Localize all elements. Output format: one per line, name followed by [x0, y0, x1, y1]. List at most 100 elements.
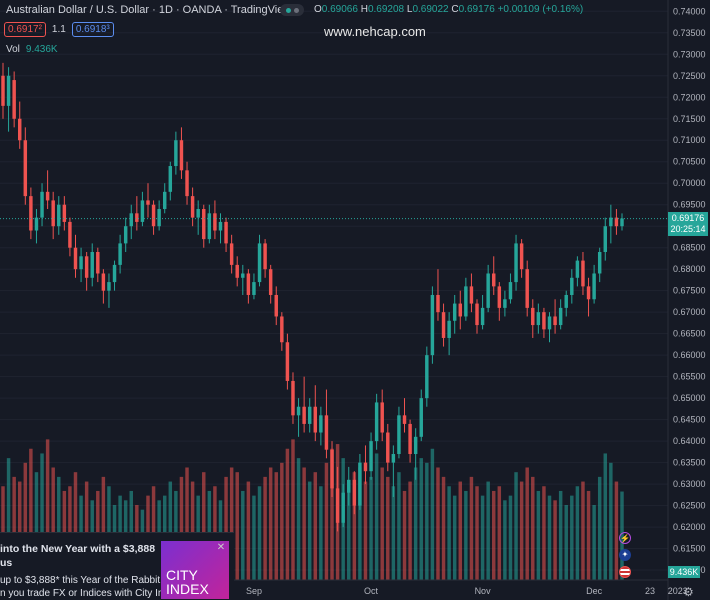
volume-bar: [480, 495, 485, 580]
candle-body: [101, 273, 106, 291]
volume-bar: [358, 467, 362, 580]
market-status-indicator[interactable]: [280, 4, 304, 16]
volume-bar: [452, 495, 457, 580]
candle-body: [207, 213, 212, 240]
candle-body: [503, 299, 507, 308]
candle-body: [620, 218, 624, 227]
close-key: C: [451, 4, 459, 15]
us-flag-icon[interactable]: [619, 566, 631, 578]
volume-legend[interactable]: Vol 9.436K: [6, 44, 58, 55]
city-index-logo[interactable]: CITY INDEX: [161, 541, 229, 599]
candle-body: [51, 200, 55, 227]
candle-body: [129, 213, 133, 227]
price-tick-label: 0.71500: [673, 114, 706, 124]
volume-bar: [592, 505, 596, 580]
candle-body: [319, 415, 323, 433]
volume-bar: [581, 481, 585, 580]
price-tick-label: 0.70000: [673, 178, 706, 188]
volume-bar: [285, 448, 290, 580]
candle-body: [413, 436, 418, 455]
candle-body: [185, 170, 189, 197]
time-tick-label: Nov: [475, 586, 492, 596]
volume-bar: [441, 476, 446, 580]
volume-bar: [425, 462, 429, 580]
candle-body: [107, 282, 111, 291]
symbol-title[interactable]: Australian Dollar / U.S. Dollar · 1D · O…: [6, 4, 292, 16]
volume-bar: [202, 472, 206, 580]
candle-body: [213, 213, 217, 231]
last-price-value: 0.69176: [671, 212, 705, 223]
candle-body: [218, 221, 223, 231]
change-value: +0.00109 (+0.16%): [497, 4, 584, 15]
candle-body: [241, 273, 245, 278]
price-tick-label: 0.69500: [673, 200, 706, 210]
candle-body: [609, 217, 613, 227]
volume-bar: [547, 495, 552, 580]
candle-body: [592, 273, 596, 300]
candle-body: [62, 204, 67, 222]
volume-bar: [73, 472, 78, 580]
volume-bar: [503, 500, 507, 580]
candle-body: [307, 406, 312, 424]
price-tick-label: 0.62500: [673, 501, 706, 511]
candle-body: [525, 269, 529, 308]
last-price-tag: 0.69176 20:25:14: [668, 211, 708, 236]
candle-body: [6, 75, 11, 106]
candle-body: [12, 80, 16, 119]
logo-line-2: INDEX: [166, 581, 209, 597]
candle-body: [151, 204, 156, 227]
candle-body: [536, 312, 541, 326]
candle-body: [374, 402, 379, 442]
lightning-icon[interactable]: ⚡: [619, 532, 631, 544]
candle-body: [313, 406, 318, 433]
volume-bar: [419, 458, 423, 580]
candle-body: [347, 479, 351, 493]
candlestick-series: [1, 62, 624, 532]
volume-bar: [313, 472, 318, 580]
price-tick-label: 0.74000: [673, 6, 706, 16]
candle-body: [73, 247, 78, 270]
volume-bar: [307, 481, 312, 580]
volume-bar: [536, 490, 541, 580]
candle-body: [84, 256, 89, 278]
quote-panel: 0.6917² 1.1 0.6918³: [4, 22, 114, 37]
candle-body: [397, 415, 401, 455]
candle-body: [486, 273, 490, 308]
au-flag-icon[interactable]: ✦: [619, 549, 631, 561]
candle-body: [246, 273, 251, 295]
volume-bar: [268, 467, 273, 580]
ad-banner[interactable]: into the New Year with a $3,888 us up to…: [0, 532, 234, 600]
volume-bar: [185, 467, 189, 580]
volume-bar: [363, 481, 368, 580]
candle-body: [553, 316, 557, 326]
buy-button[interactable]: 0.6918³: [71, 22, 114, 37]
candle-body: [229, 243, 234, 265]
sell-button[interactable]: 0.6917²: [4, 22, 46, 37]
logo-line-1: CITY: [166, 567, 198, 583]
candle-body: [263, 243, 267, 270]
volume-bar: [324, 462, 329, 580]
candle-body: [40, 191, 44, 218]
candle-body: [458, 303, 463, 317]
volume-bar: [447, 486, 451, 580]
open-value: 0.69066: [321, 4, 358, 15]
volume-bar: [319, 486, 323, 580]
close-icon[interactable]: ✕: [216, 542, 226, 553]
candle-body: [57, 204, 61, 227]
gear-icon[interactable]: ⚙: [683, 585, 694, 599]
price-tick-label: 0.73500: [673, 28, 706, 38]
candle-body: [564, 294, 568, 308]
price-tick-label: 0.66500: [673, 329, 706, 339]
candle-body: [252, 282, 256, 295]
candle-body: [140, 200, 145, 222]
candle-body: [268, 269, 273, 295]
ad-body-line-1: up to $3,888* this Year of the Rabbit: [0, 575, 161, 586]
volume-bar: [558, 490, 563, 580]
candle-body: [402, 415, 407, 424]
volume-bar: [436, 467, 440, 580]
volume-bar: [570, 495, 574, 580]
candle-body: [29, 196, 33, 231]
volume-bar: [609, 462, 613, 580]
price-axis[interactable]: 0.74000 0.73500 0.73000 0.72500 0.72000 0.715…: [668, 0, 710, 600]
